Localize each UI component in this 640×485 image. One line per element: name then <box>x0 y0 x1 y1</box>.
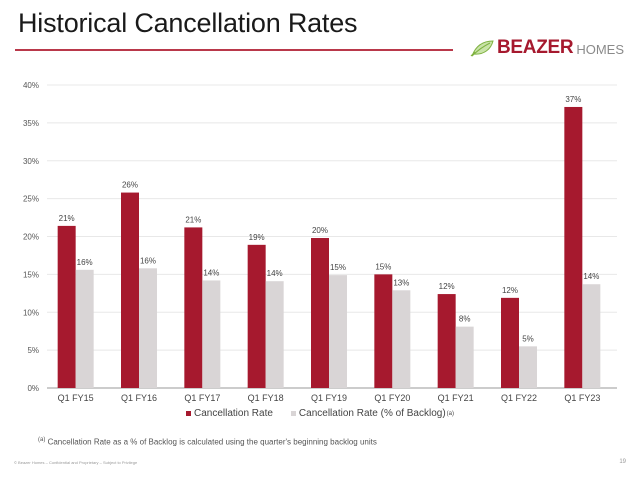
bar-cancellation-rate-backlog <box>519 346 537 388</box>
data-label: 20% <box>312 226 328 235</box>
page-number: 19 <box>619 459 626 465</box>
data-label: 5% <box>522 334 534 343</box>
bar-cancellation-rate-backlog <box>75 269 94 388</box>
data-label: 37% <box>565 95 581 104</box>
x-tick-label: Q1 FY21 <box>438 393 474 403</box>
data-labels: 21%16%26%16%21%14%19%14%20%15% 15%13% 12%8… <box>59 95 600 343</box>
x-tick-label: Q1 FY20 <box>374 393 410 403</box>
bar-cancellation-rate-backlog <box>265 281 284 388</box>
legend-item-cancellation-rate-backlog: Cancellation Rate (% of Backlog) (a) <box>290 408 455 419</box>
x-tick-label: Q1 FY17 <box>184 393 220 403</box>
footnote-text: Cancellation Rate as a % of Backlog is c… <box>47 437 377 447</box>
data-label: 26% <box>122 181 138 190</box>
bar-cancellation-rate <box>564 106 583 388</box>
y-tick-label: 25% <box>23 195 39 204</box>
footnote-marker: (a) <box>38 437 46 443</box>
data-label: 12% <box>439 282 455 291</box>
footnote: (a) Cancellation Rate as a % of Backlog … <box>37 437 377 447</box>
legend-label-cancellation-rate-backlog: Cancellation Rate (% of Backlog) <box>298 408 446 419</box>
x-tick-label: Q1 FY18 <box>248 393 284 403</box>
bar-cancellation-rate <box>184 227 203 388</box>
legend-item-cancellation-rate: Cancellation Rate <box>185 408 273 419</box>
bar-cancellation-rate <box>311 238 329 388</box>
legend-superscript: (a) <box>446 410 455 417</box>
data-label: 14% <box>267 269 283 278</box>
data-label: 16% <box>77 258 93 267</box>
data-label: 21% <box>185 215 201 224</box>
chart-legend: Cancellation Rate Cancellation Rate (% o… <box>0 408 640 419</box>
bar-cancellation-rate <box>374 274 393 388</box>
bar-cancellation-rate-backlog <box>202 280 221 388</box>
data-label: 13% <box>393 278 409 287</box>
bar-cancellation-rate-backlog <box>392 290 411 388</box>
x-tick-label: Q1 FY15 <box>58 393 94 403</box>
x-tick-label: Q1 FY16 <box>121 393 157 403</box>
data-label: 14% <box>203 268 219 277</box>
y-tick-label: 10% <box>23 308 39 317</box>
x-tick-label: Q1 FY22 <box>501 393 537 403</box>
y-axis-tick-labels: 0% 5% 10% 15% 20% 25% 30% 35% 40% <box>23 81 39 393</box>
y-tick-label: 0% <box>27 384 39 393</box>
title-divider <box>15 49 453 51</box>
y-tick-label: 15% <box>23 270 39 279</box>
logo-sub-text: HOMES <box>576 42 624 57</box>
data-label: 21% <box>59 214 75 223</box>
leaf-icon <box>470 40 494 57</box>
bar-cancellation-rate-backlog <box>139 268 157 388</box>
data-label: 12% <box>502 286 518 295</box>
x-axis-tick-labels: Q1 FY15 Q1 FY16 Q1 FY17 Q1 FY18 Q1 FY19 Q1 FY… <box>58 393 601 403</box>
data-label: 14% <box>583 272 599 281</box>
legend-label-cancellation-rate: Cancellation Rate <box>193 408 273 419</box>
logo-brand-text: BEAZER <box>497 37 574 58</box>
page-title: Historical Cancellation Rates <box>18 8 358 38</box>
data-label: 16% <box>140 256 156 265</box>
bars <box>57 106 601 388</box>
legend-swatch-primary <box>185 411 191 416</box>
y-tick-label: 35% <box>23 119 39 128</box>
data-label: 15% <box>330 263 346 272</box>
bar-cancellation-rate-backlog <box>455 326 474 388</box>
footer-disclaimer: © Beazer Homes – Confidential and Propri… <box>14 460 138 465</box>
bar-cancellation-rate-backlog <box>582 284 601 388</box>
bar-cancellation-rate <box>121 192 139 388</box>
cancellation-rate-chart: 0% 5% 10% 15% 20% 25% 30% 35% 40% 21% 16% 26% 16% 21… <box>23 81 617 403</box>
beazer-logo: BEAZER HOMES <box>470 37 624 59</box>
bar-cancellation-rate <box>437 294 456 388</box>
bar-cancellation-rate-backlog <box>329 275 347 388</box>
data-label: 8% <box>459 315 471 324</box>
bar-cancellation-rate <box>247 244 266 388</box>
data-label: 15% <box>375 262 391 271</box>
bar-cancellation-rate <box>501 297 519 388</box>
y-tick-label: 5% <box>27 346 39 355</box>
bar-cancellation-rate <box>57 225 76 388</box>
legend-swatch-secondary <box>290 411 296 416</box>
x-tick-label: Q1 FY23 <box>564 393 600 403</box>
y-tick-label: 20% <box>23 233 39 242</box>
y-tick-label: 30% <box>23 157 39 166</box>
x-tick-label: Q1 FY19 <box>311 393 347 403</box>
data-label: 19% <box>249 233 265 242</box>
y-tick-label: 40% <box>23 81 39 90</box>
